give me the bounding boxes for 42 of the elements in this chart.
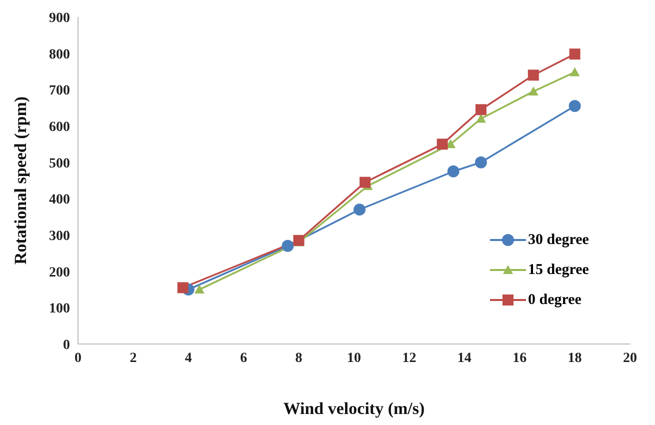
legend-label: 30 degree [528,232,589,248]
x-tick-label: 16 [512,350,527,366]
y-tick-label: 500 [49,156,70,172]
point [569,48,580,60]
y-tick-label: 900 [49,10,70,26]
point [476,114,486,123]
y-tick-label: 800 [49,47,70,62]
point [360,176,371,188]
x-tick-label: 20 [623,350,637,366]
legend-label: 15 degree [528,262,589,278]
point [177,282,188,294]
point [570,67,580,76]
x-tick-label: 0 [74,350,82,366]
y-tick-label: 100 [49,302,70,317]
point [474,156,487,168]
y-tick-label: 400 [49,192,70,208]
x-tick-label: 10 [347,350,361,366]
point [528,70,539,81]
x-axis-title: Wind velocity (m/s) [283,399,425,418]
point [475,104,486,116]
x-tick-label: 8 [295,350,302,366]
point [293,234,304,246]
legend-label: 0 degree [528,292,582,308]
x-tick-label: 14 [457,350,472,366]
point [354,204,366,216]
x-tick-label: 12 [402,350,416,366]
y-tick-label: 600 [49,120,70,135]
y-axis-title: Rotational speed (rpm) [11,96,30,265]
y-tick-label: 0 [63,338,70,353]
point [568,100,581,112]
point [436,138,448,150]
y-tick-label: 200 [49,265,70,280]
point [194,284,204,294]
x-tick-label: 2 [130,350,137,366]
point [528,86,538,96]
x-tick-label: 18 [568,350,582,366]
point [447,165,460,178]
y-tick-label: 700 [49,84,70,99]
x-tick-label: 6 [240,350,248,366]
point [282,240,294,252]
y-tick-label: 300 [49,228,70,244]
x-tick-label: 4 [184,350,192,366]
